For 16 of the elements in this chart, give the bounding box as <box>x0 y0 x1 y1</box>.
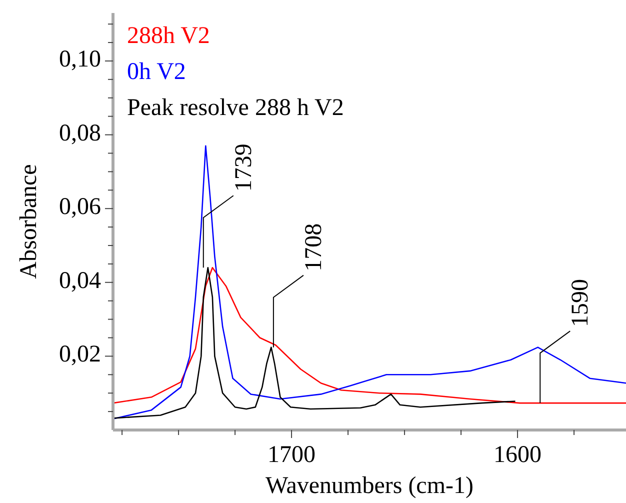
y-axis-title: Absorbance <box>16 164 42 279</box>
text: 288h V2 <box>127 23 210 49</box>
annotation: 1708 <box>300 223 327 272</box>
text: 0h V2 <box>127 59 186 85</box>
text: Peak resolve 288 h V2 <box>127 95 344 121</box>
annotation: 1739 <box>230 144 257 192</box>
x-axis-title: Wavenumbers (cm-1) <box>266 473 474 499</box>
annotation: 1590 <box>568 279 594 328</box>
line-series <box>113 145 626 420</box>
y-tick-label: 0,02 <box>59 342 101 368</box>
y-tick-label: 0,04 <box>59 268 101 294</box>
x-tick-label: 1600 <box>494 442 542 468</box>
y-tick-label: 0,06 <box>59 194 101 220</box>
y-tick-label: 0,08 <box>59 120 101 146</box>
x-tick-label: 1700 <box>268 442 316 468</box>
y-tick-label: 0,10 <box>59 46 101 72</box>
